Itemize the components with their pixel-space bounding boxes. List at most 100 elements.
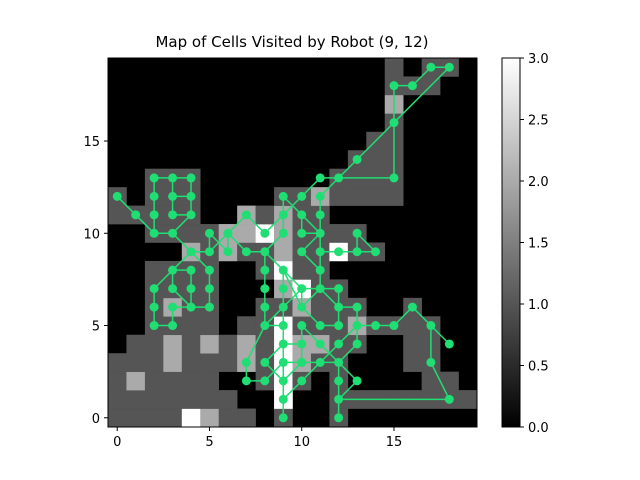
path-point	[168, 265, 178, 275]
path-point	[260, 357, 270, 367]
heatmap-cell	[440, 371, 459, 391]
path-point	[223, 228, 233, 238]
heatmap-cell	[237, 224, 256, 243]
path-point	[334, 173, 344, 183]
path-point	[149, 321, 159, 331]
path-point	[112, 191, 122, 201]
path-point	[278, 228, 288, 238]
y-tick-label: 15	[83, 135, 100, 150]
colorbar-tick-label: 3.0	[528, 52, 549, 67]
heatmap-cell	[144, 371, 164, 391]
path-point	[315, 247, 325, 257]
heatmap-cell	[108, 390, 127, 409]
path-point	[334, 302, 344, 312]
heatmap-cell	[163, 390, 183, 409]
colorbar-ticks: 0.0 0.5 1.0 1.5 2.0 2.5 3.0	[520, 52, 549, 436]
path-point	[278, 413, 288, 423]
x-tick-label: 15	[386, 435, 403, 450]
heatmap-cell	[458, 390, 478, 409]
y-tick-label: 10	[83, 227, 100, 242]
path-point	[352, 228, 362, 238]
heatmap-cell	[403, 353, 422, 372]
path-point	[186, 302, 196, 312]
path-point	[297, 210, 307, 220]
heatmap-cell	[200, 334, 219, 354]
heatmap-cell	[144, 334, 164, 354]
path-point	[297, 228, 307, 238]
y-tick-label: 0	[92, 412, 100, 427]
path-point	[334, 394, 344, 404]
heatmap-cell	[108, 408, 127, 428]
path-point	[315, 228, 325, 238]
path-point	[278, 284, 288, 294]
heatmap-cell	[200, 390, 219, 409]
path-point	[278, 265, 288, 275]
heatmap-cell	[163, 371, 183, 391]
path-point	[297, 302, 307, 312]
heatmap-cell	[144, 390, 164, 409]
heatmap-cell	[181, 390, 201, 409]
heatmap-cell	[181, 371, 201, 391]
heatmap-cell	[181, 316, 201, 336]
path-point	[278, 339, 288, 349]
heatmap-cell	[218, 334, 238, 354]
plot-frame	[107, 57, 478, 428]
path-point	[168, 302, 178, 312]
path-point	[223, 247, 233, 257]
path-point	[260, 321, 270, 331]
path-point	[260, 284, 270, 294]
path-point	[204, 265, 214, 275]
path-point	[186, 210, 196, 220]
heatmap-cell	[144, 260, 164, 280]
heatmap-cell	[163, 353, 183, 372]
path-point	[260, 228, 270, 238]
y-axis: 0 5 10 15	[83, 135, 108, 427]
path-point	[186, 247, 196, 257]
robot-path	[112, 62, 454, 423]
path-point	[241, 210, 251, 220]
heatmap-cell	[237, 408, 256, 428]
heatmap-cell	[421, 371, 441, 391]
path-point	[334, 247, 344, 257]
heatmap-cell	[144, 408, 164, 428]
heatmap-cell	[181, 224, 201, 243]
heatmap-cell	[126, 353, 146, 372]
heatmap-cell	[108, 205, 127, 225]
heatmap-cell	[255, 334, 275, 354]
colorbar	[501, 57, 521, 428]
path-point	[168, 191, 178, 201]
heatmap-cell	[181, 353, 201, 372]
path-point	[168, 210, 178, 220]
path-point	[186, 173, 196, 183]
path-point	[260, 302, 270, 312]
path-point	[352, 302, 362, 312]
path-point	[389, 118, 399, 128]
path-point	[168, 173, 178, 183]
heatmap-cell	[200, 408, 219, 428]
path-point	[407, 302, 417, 312]
path-point	[444, 394, 454, 404]
heatmap-cell	[366, 150, 386, 169]
heatmap-cell	[310, 297, 330, 317]
path-point	[149, 284, 159, 294]
path-point	[278, 302, 288, 312]
heatmap-cell	[403, 316, 422, 336]
path-point	[407, 81, 417, 91]
path-point	[260, 265, 270, 275]
path-point	[168, 284, 178, 294]
path-point	[315, 339, 325, 349]
path-point	[315, 210, 325, 220]
path-point	[241, 247, 251, 257]
heatmap-cell	[200, 371, 219, 391]
path-point	[352, 339, 362, 349]
path-point	[334, 339, 344, 349]
x-tick-label: 0	[113, 435, 121, 450]
colorbar-tick-label: 2.5	[528, 114, 549, 129]
path-point	[315, 357, 325, 367]
heatmap-cell	[292, 260, 312, 280]
path-point	[149, 210, 159, 220]
path-point	[204, 284, 214, 294]
heatmap-cell	[126, 390, 146, 409]
path-point	[444, 339, 454, 349]
path-point	[426, 321, 436, 331]
